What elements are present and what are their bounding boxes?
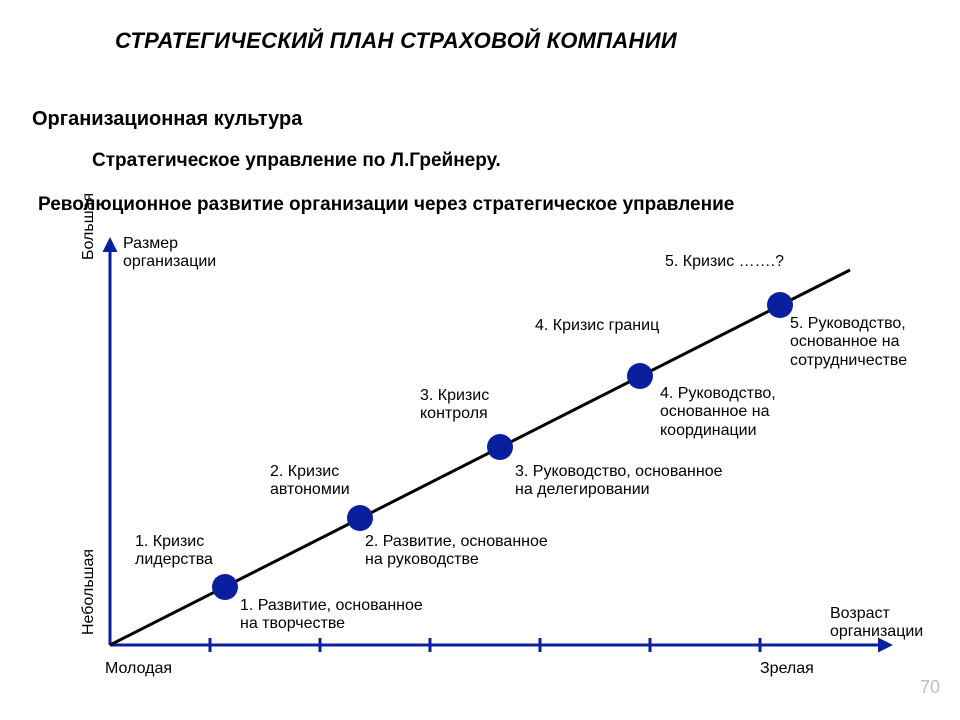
greiner-chart: Размерорганизации Большая Небольшая Моло…	[60, 235, 920, 685]
stage-label-2: 2. Развитие, основанноена руководстве	[365, 533, 548, 570]
stage-label-4: 4. Руководство,основанное накоординации	[660, 385, 776, 440]
stage-label-3: 3. Руководство, основанноена делегирован…	[515, 463, 723, 500]
chart-svg	[60, 235, 920, 685]
stage-marker	[347, 505, 373, 531]
y-axis-label-high: Большая	[80, 193, 98, 260]
stage-label-1: 1. Развитие, основанноена творчестве	[240, 597, 423, 634]
crisis-label-5: 5. Кризис …….?	[665, 253, 784, 271]
x-axis-title: Возрасторганизации	[830, 605, 923, 642]
stage-label-5: 5. Руководство,основанное насотрудничест…	[790, 315, 907, 370]
x-axis-label-low: Молодая	[105, 660, 172, 678]
subtitle-org-culture: Организационная культура	[32, 108, 302, 131]
stage-marker	[627, 363, 653, 389]
crisis-label-1: 1. Кризислидерства	[135, 533, 213, 570]
subtitle-revolution: Революционное развитие организации через…	[38, 194, 734, 216]
y-axis-label-low: Небольшая	[80, 549, 98, 635]
crisis-label-4: 4. Кризис границ	[535, 317, 659, 335]
page-number: 70	[920, 677, 940, 698]
subtitle-greiner: Стратегическое управление по Л.Грейнеру.	[92, 150, 501, 172]
crisis-label-3: 3. Кризисконтроля	[420, 387, 489, 424]
crisis-label-2: 2. Кризисавтономии	[270, 463, 350, 500]
stage-marker	[212, 574, 238, 600]
y-axis-title: Размерорганизации	[123, 235, 216, 272]
main-title: СТРАТЕГИЧЕСКИЙ ПЛАН СТРАХОВОЙ КОМПАНИИ	[115, 28, 677, 54]
slide: СТРАТЕГИЧЕСКИЙ ПЛАН СТРАХОВОЙ КОМПАНИИ О…	[0, 0, 960, 720]
x-axis-label-high: Зрелая	[760, 660, 814, 678]
stage-marker	[487, 434, 513, 460]
